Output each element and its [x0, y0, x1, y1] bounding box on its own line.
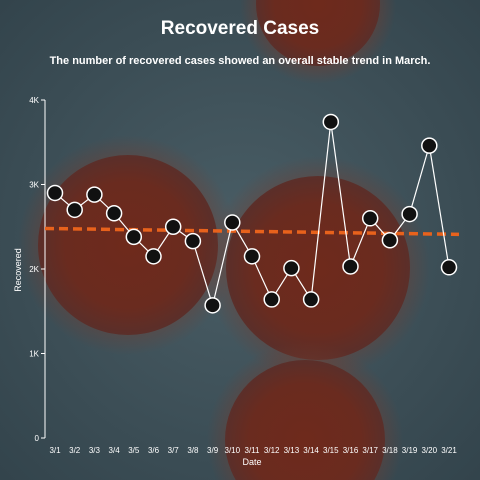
data-point [302, 291, 320, 308]
y-tick-label: 3K [29, 181, 39, 190]
data-point [401, 205, 418, 223]
data-point [263, 291, 280, 308]
x-tick-label: 3/14 [303, 446, 319, 455]
virus-particle-left [18, 135, 238, 355]
data-point [421, 137, 438, 154]
chart-subtitle: The number of recovered cases showed an … [49, 55, 431, 67]
x-tick-label: 3/10 [225, 446, 241, 455]
x-tick-label: 3/6 [148, 446, 160, 455]
y-tick-label: 2K [29, 265, 39, 274]
x-tick-label: 3/17 [362, 446, 378, 455]
y-tick-label: 4K [29, 96, 39, 105]
x-axis-label: Date [242, 457, 261, 467]
data-point [381, 232, 399, 249]
x-tick-label: 3/15 [323, 446, 339, 455]
data-point [46, 184, 64, 202]
virus-particle-top [240, 0, 396, 84]
x-tick-label: 3/8 [187, 446, 199, 455]
x-tick-label: 3/2 [69, 446, 81, 455]
data-point [145, 248, 162, 265]
x-tick-label: 3/11 [245, 446, 261, 455]
data-point [361, 210, 379, 227]
x-tick-label: 3/13 [284, 446, 300, 455]
chart-title: Recovered Cases [160, 18, 320, 39]
data-point [66, 201, 83, 219]
data-point [164, 218, 182, 235]
x-tick-label: 3/3 [89, 446, 101, 455]
data-point [342, 258, 359, 275]
x-tick-label: 3/4 [109, 446, 121, 455]
series-group [46, 113, 458, 314]
x-tick-label: 3/18 [382, 446, 398, 455]
data-point [204, 297, 221, 314]
x-tick-label: 3/1 [49, 446, 61, 455]
data-point [86, 186, 103, 203]
y-tick-label: 1K [29, 350, 39, 359]
data-point [322, 113, 340, 131]
virus-particle-bottom [207, 342, 403, 480]
data-point [243, 248, 261, 265]
data-point [224, 214, 241, 231]
data-point [283, 259, 300, 277]
chart-axes: 0 1K 2K 3K 4K 3/1 3/2 3/3 3/4 3/5 3/6 3/7 3/8 3/9 3/10… [29, 96, 457, 455]
x-tick-label: 3/9 [207, 446, 219, 455]
data-point [105, 204, 123, 222]
data-point [125, 228, 143, 246]
y-tick-label: 0 [35, 434, 40, 443]
x-tick-label: 3/7 [168, 446, 180, 455]
x-tick-label: 3/20 [422, 446, 438, 455]
y-axis-label: Recovered [13, 248, 23, 292]
x-tick-label: 3/12 [264, 446, 280, 455]
data-point [440, 259, 458, 276]
data-point [184, 232, 202, 250]
x-tick-label: 3/21 [441, 446, 457, 455]
x-tick-label: 3/5 [128, 446, 140, 455]
x-tick-label: 3/19 [402, 446, 418, 455]
x-tick-label: 3/16 [343, 446, 359, 455]
